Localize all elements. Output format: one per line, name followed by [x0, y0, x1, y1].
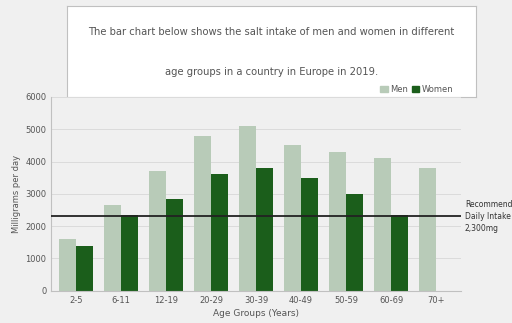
Text: age groups in a country in Europe in 2019.: age groups in a country in Europe in 201… — [165, 67, 378, 77]
Bar — [166, 199, 183, 291]
Bar — [256, 168, 273, 291]
Bar — [301, 178, 318, 291]
Bar — [346, 194, 363, 291]
Legend: Men, Women: Men, Women — [377, 82, 457, 97]
Bar — [76, 246, 93, 291]
Bar — [374, 158, 391, 291]
Bar — [211, 174, 228, 291]
Bar — [104, 205, 121, 291]
Bar — [239, 126, 256, 291]
Bar — [419, 168, 436, 291]
Bar — [121, 215, 138, 291]
X-axis label: Age Groups (Years): Age Groups (Years) — [213, 309, 299, 318]
Bar — [329, 152, 346, 291]
Bar — [391, 215, 408, 291]
Text: The bar chart below shows the salt intake of men and women in different: The bar chart below shows the salt intak… — [88, 27, 455, 37]
Text: Recommended
Daily Intake
2,300mg: Recommended Daily Intake 2,300mg — [465, 200, 512, 233]
Y-axis label: Milligrams per day: Milligrams per day — [12, 155, 21, 233]
Bar — [284, 145, 301, 291]
Bar — [59, 239, 76, 291]
Bar — [149, 171, 166, 291]
Bar — [194, 136, 211, 291]
